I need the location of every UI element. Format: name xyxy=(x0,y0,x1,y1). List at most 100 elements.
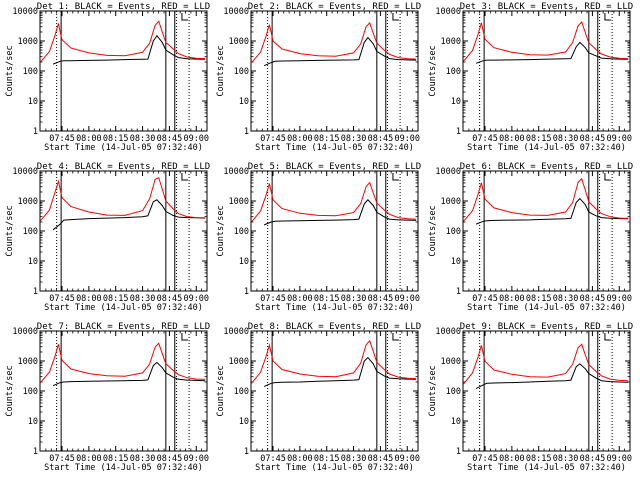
lld-series-line xyxy=(463,343,629,385)
panel-7: Det 7: BLACK = Events, RED = LLD 1 10 100 10… xyxy=(5,322,210,473)
y-axis-label: Counts/sec xyxy=(428,205,438,256)
plot-frame xyxy=(462,10,631,132)
y-tick-label: 1 xyxy=(456,127,461,137)
x-tick-label: 08:45 xyxy=(580,134,606,144)
x-axis-label: Start Time (14-Jul-05 07:32:40) xyxy=(467,303,626,313)
y-tick-label: 1 xyxy=(456,287,461,297)
x-tick-label: 08:30 xyxy=(341,294,367,304)
lld-series-line xyxy=(40,342,206,383)
panel-2: Det 2: BLACK = Events, RED = LLD 1 10 100 10… xyxy=(216,2,421,153)
y-tick-label: 10000 xyxy=(435,167,461,177)
y-axis-label: Counts/sec xyxy=(428,45,438,96)
lld-series-line xyxy=(40,176,206,222)
x-tick-label: 08:30 xyxy=(553,134,579,144)
panel-title: Det 2: BLACK = Events, RED = LLD xyxy=(248,2,421,12)
events-series-line xyxy=(52,199,206,231)
x-tick-label: 08:00 xyxy=(287,134,313,144)
x-axis-label: Start Time (14-Jul-05 07:32:40) xyxy=(44,463,203,473)
y-tick-label: 1000 xyxy=(229,197,249,207)
y-tick-label: 10000 xyxy=(435,7,461,17)
panel-title: Det 4: BLACK = Events, RED = LLD xyxy=(37,162,210,172)
x-tick-label: 07:45 xyxy=(49,294,75,304)
x-axis-label: Start Time (14-Jul-05 07:32:40) xyxy=(44,303,203,313)
x-tick-label: 08:30 xyxy=(553,294,579,304)
y-tick-label: 10 xyxy=(239,257,249,267)
panel-title: Det 1: BLACK = Events, RED = LLD xyxy=(37,2,210,12)
x-tick-label: 09:00 xyxy=(606,134,632,144)
x-tick-label: 08:15 xyxy=(526,294,552,304)
x-axis-label: Start Time (14-Jul-05 07:32:40) xyxy=(255,143,414,153)
x-tick-label: 07:45 xyxy=(260,454,286,464)
x-tick-label: 08:45 xyxy=(157,454,183,464)
events-series-line xyxy=(263,356,417,388)
events-series-line xyxy=(475,363,629,390)
x-tick-label: 08:30 xyxy=(341,134,367,144)
y-tick-label: 1 xyxy=(456,447,461,457)
y-tick-label: 10 xyxy=(28,97,38,107)
corner-bracket-mark xyxy=(392,333,399,341)
events-series-line xyxy=(52,34,206,65)
corner-bracket-mark xyxy=(604,333,611,341)
events-series-line xyxy=(475,41,629,64)
x-tick-label: 09:00 xyxy=(394,134,420,144)
x-tick-label: 07:45 xyxy=(49,454,75,464)
x-tick-label: 08:45 xyxy=(368,134,394,144)
corner-bracket-mark xyxy=(181,333,188,341)
lld-series-line xyxy=(251,181,417,223)
events-series-line xyxy=(263,199,417,226)
x-axis-label: Start Time (14-Jul-05 07:32:40) xyxy=(467,143,626,153)
y-tick-label: 100 xyxy=(234,387,249,397)
y-tick-label: 100 xyxy=(446,67,461,77)
corner-bracket-mark xyxy=(181,13,188,21)
x-tick-label: 08:45 xyxy=(580,454,606,464)
y-tick-label: 100 xyxy=(446,387,461,397)
y-tick-label: 10 xyxy=(451,97,461,107)
y-tick-label: 1000 xyxy=(18,197,38,207)
panel-3: Det 3: BLACK = Events, RED = LLD 1 10 100 10… xyxy=(428,2,633,153)
x-tick-label: 07:45 xyxy=(260,294,286,304)
y-tick-label: 10000 xyxy=(223,7,249,17)
y-tick-label: 1 xyxy=(244,447,249,457)
x-tick-label: 08:00 xyxy=(76,454,102,464)
x-tick-label: 08:30 xyxy=(341,454,367,464)
x-axis-label: Start Time (14-Jul-05 07:32:40) xyxy=(467,463,626,473)
y-tick-label: 10000 xyxy=(223,327,249,337)
y-tick-label: 10 xyxy=(451,257,461,267)
x-tick-label: 08:45 xyxy=(157,134,183,144)
x-tick-label: 08:45 xyxy=(368,454,394,464)
panel-title: Det 5: BLACK = Events, RED = LLD xyxy=(248,162,421,172)
x-tick-label: 07:45 xyxy=(472,454,498,464)
y-tick-label: 100 xyxy=(23,227,38,237)
x-tick-label: 08:00 xyxy=(287,454,313,464)
plot-frame xyxy=(250,170,419,292)
x-tick-label: 08:00 xyxy=(287,294,313,304)
plot-frame xyxy=(39,330,208,452)
y-tick-label: 1 xyxy=(33,287,38,297)
x-tick-label: 07:45 xyxy=(49,134,75,144)
panel-6: Det 6: BLACK = Events, RED = LLD 1 10 100 10… xyxy=(428,162,633,313)
x-tick-label: 09:00 xyxy=(183,294,209,304)
x-tick-label: 09:00 xyxy=(606,454,632,464)
x-tick-label: 08:15 xyxy=(314,294,340,304)
y-tick-label: 1000 xyxy=(18,357,38,367)
y-axis-label: Counts/sec xyxy=(5,205,15,256)
x-tick-label: 08:45 xyxy=(157,294,183,304)
plot-frame xyxy=(250,10,419,132)
y-tick-label: 100 xyxy=(23,387,38,397)
y-tick-label: 1000 xyxy=(441,197,461,207)
x-tick-label: 08:15 xyxy=(103,454,129,464)
y-tick-label: 1000 xyxy=(229,37,249,47)
y-axis-label: Counts/sec xyxy=(5,365,15,416)
x-tick-label: 08:45 xyxy=(580,294,606,304)
corner-bracket-mark xyxy=(392,13,399,21)
y-tick-label: 1 xyxy=(33,127,38,137)
x-tick-label: 08:30 xyxy=(553,454,579,464)
x-tick-label: 08:00 xyxy=(76,294,102,304)
y-tick-label: 100 xyxy=(446,227,461,237)
panel-9: Det 9: BLACK = Events, RED = LLD 1 10 100 10… xyxy=(428,322,633,473)
y-axis-label: Counts/sec xyxy=(216,365,226,416)
y-tick-label: 100 xyxy=(234,227,249,237)
plot-frame xyxy=(39,170,208,292)
x-tick-label: 09:00 xyxy=(183,134,209,144)
x-tick-label: 07:45 xyxy=(472,134,498,144)
